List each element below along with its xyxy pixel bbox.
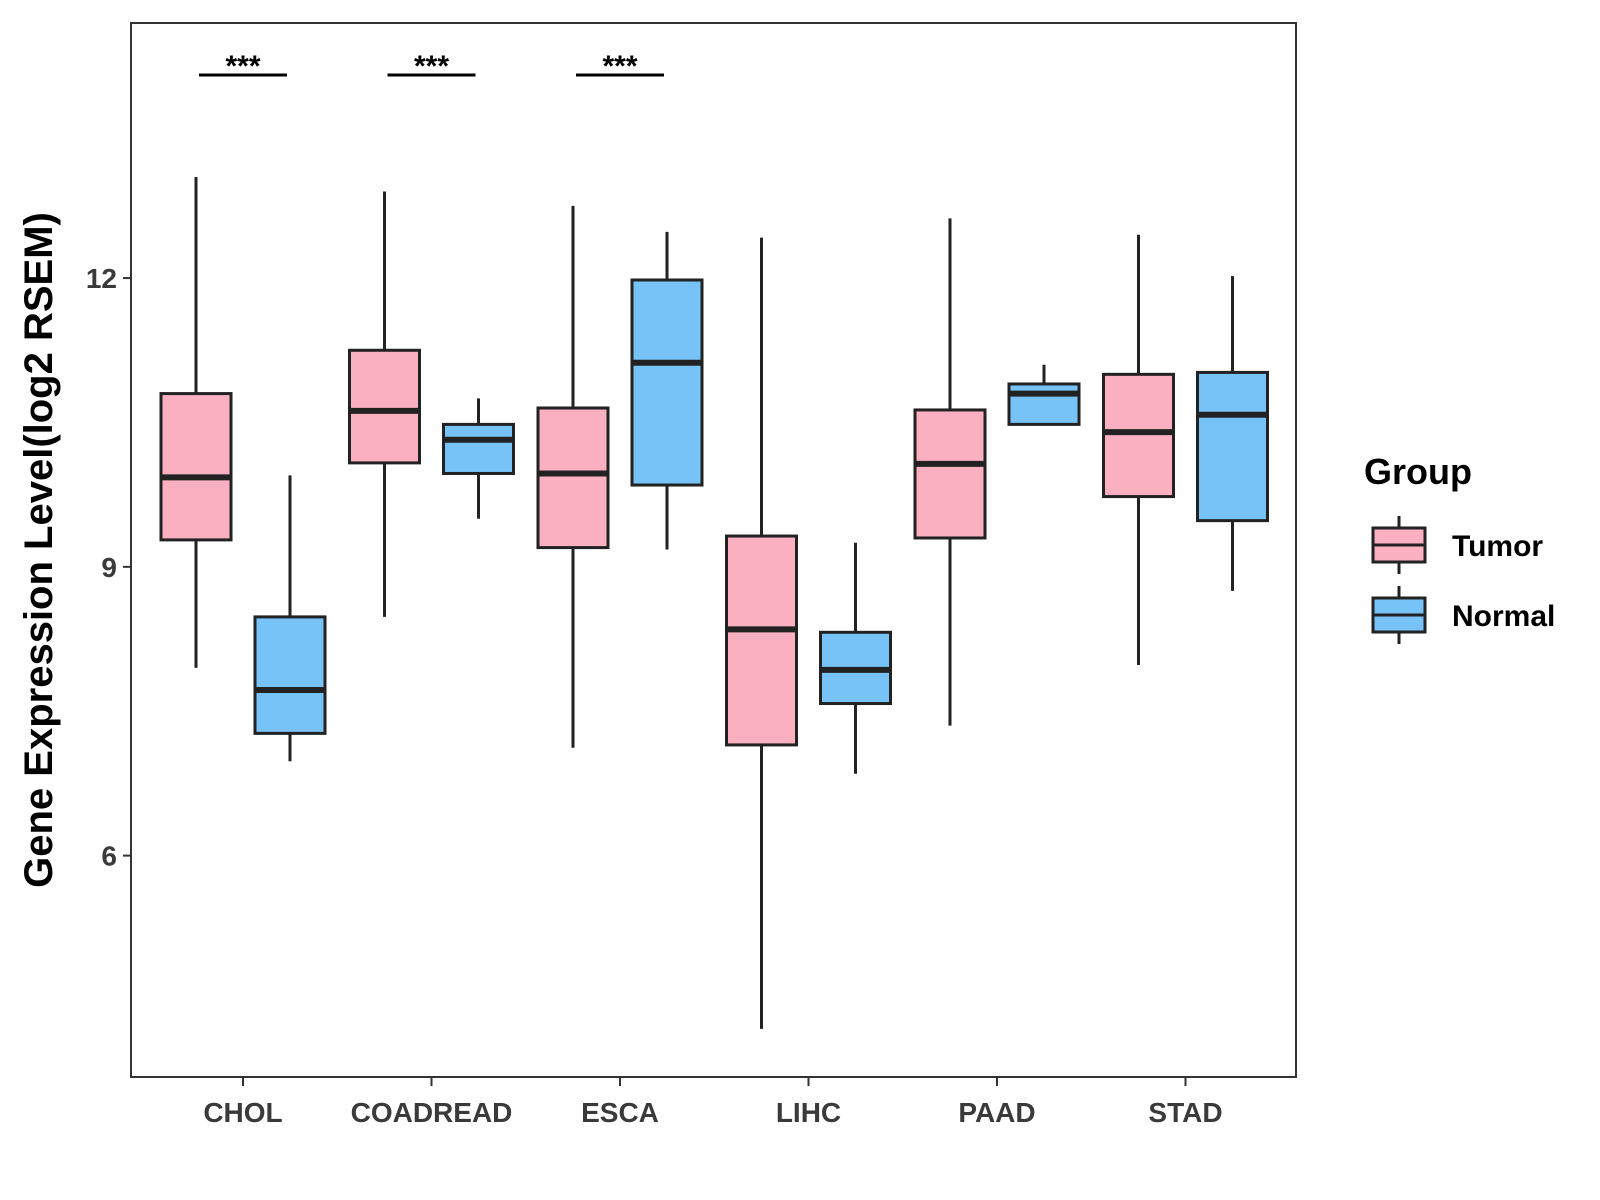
box-iqr	[159, 392, 233, 542]
box-iqr	[1102, 372, 1175, 499]
box-normal-esca	[630, 231, 704, 550]
x-tick-label: ESCA	[581, 1097, 659, 1128]
legend-label-normal: Normal	[1452, 600, 1555, 633]
box-tumor-lihc	[725, 237, 798, 1029]
box-iqr	[1196, 370, 1269, 523]
box-tumor-paad	[913, 218, 987, 726]
x-tick-label: LIHC	[776, 1097, 841, 1128]
box-normal-chol	[253, 475, 327, 762]
box-iqr	[536, 406, 610, 550]
y-axis-title: Gene Expression Level(log2 RSEM)	[17, 212, 61, 888]
boxes-layer	[159, 177, 1269, 1029]
legend-title: Group	[1364, 451, 1472, 492]
y-tick-label: 6	[101, 841, 117, 872]
box-iqr	[253, 615, 327, 735]
box-tumor-stad	[1102, 234, 1175, 666]
significance-coadread: ***	[387, 50, 476, 83]
x-tick-label: STAD	[1148, 1097, 1222, 1128]
box-iqr	[630, 278, 704, 487]
significance-label: ***	[414, 50, 449, 83]
legend: Group Tumor Normal	[1364, 451, 1555, 644]
legend-label-tumor: Tumor	[1452, 530, 1543, 563]
box-normal-paad	[1007, 364, 1081, 426]
box-normal-stad	[1196, 276, 1269, 591]
box-tumor-chol	[159, 177, 233, 668]
box-iqr	[913, 408, 987, 540]
significance-label: ***	[602, 50, 637, 83]
box-tumor-coadread	[348, 191, 421, 617]
box-iqr	[725, 534, 798, 747]
legend-key-tumor	[1371, 516, 1427, 574]
y-axis: 6 9 12	[86, 263, 131, 872]
x-tick-label: CHOL	[203, 1097, 282, 1128]
significance-annotations: *** *** ***	[199, 50, 664, 83]
box-iqr	[348, 348, 421, 465]
x-axis: CHOL COADREAD ESCA LIHC PAAD STAD	[203, 1077, 1223, 1128]
x-tick-label: COADREAD	[351, 1097, 513, 1128]
y-tick-label: 12	[86, 263, 117, 294]
box-tumor-esca	[536, 205, 610, 748]
significance-chol: ***	[199, 50, 287, 83]
significance-label: ***	[225, 50, 260, 83]
legend-key-normal	[1371, 586, 1427, 644]
box-normal-coadread	[442, 398, 515, 519]
x-tick-label: PAAD	[958, 1097, 1035, 1128]
significance-esca: ***	[576, 50, 664, 83]
box-iqr	[1007, 382, 1081, 426]
box-iqr	[442, 422, 515, 475]
box-normal-lihc	[819, 542, 892, 774]
plot-panel	[130, 22, 1297, 1078]
y-tick-label: 9	[101, 552, 117, 583]
